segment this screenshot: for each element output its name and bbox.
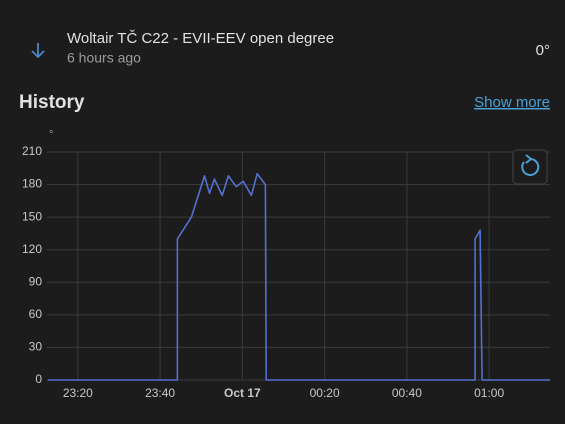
entity-name: Woltair TČ C22 - EVII-EEV open degree	[67, 30, 334, 47]
x-tick-label: 01:00	[474, 386, 504, 400]
state-icon	[31, 43, 45, 59]
y-tick-label: 150	[22, 209, 42, 223]
y-tick-label: 0	[35, 372, 42, 386]
x-tick-label: 23:40	[145, 386, 175, 400]
entity-time: 6 hours ago	[67, 50, 141, 66]
y-tick-label: 210	[22, 144, 42, 158]
x-tick-label: 00:40	[392, 386, 422, 400]
y-tick-label: 180	[22, 177, 42, 191]
y-tick-label: 90	[29, 274, 43, 288]
series-line	[47, 172, 550, 381]
show-more-link[interactable]: Show more	[474, 94, 550, 111]
history-title: History	[19, 92, 85, 113]
reset-icon-arrow[interactable]	[525, 154, 533, 164]
button-frame[interactable]	[512, 149, 548, 185]
reset-zoom-button[interactable]	[512, 149, 548, 185]
y-unit: °	[49, 129, 53, 141]
chart: 0 30 60 90 120 150 180 210 23:20 23:40 Oct 17 00:20…	[22, 144, 550, 400]
x-tick-label: 23:20	[63, 386, 93, 400]
x-tick-label: 00:20	[310, 386, 340, 400]
y-tick-label: 60	[29, 307, 43, 321]
reset-icon[interactable]	[521, 157, 540, 176]
y-tick-label: 30	[29, 340, 43, 354]
x-tick-label: Oct 17	[224, 386, 261, 400]
entity-state: 0°	[536, 42, 550, 59]
y-tick-label: 120	[22, 242, 42, 256]
